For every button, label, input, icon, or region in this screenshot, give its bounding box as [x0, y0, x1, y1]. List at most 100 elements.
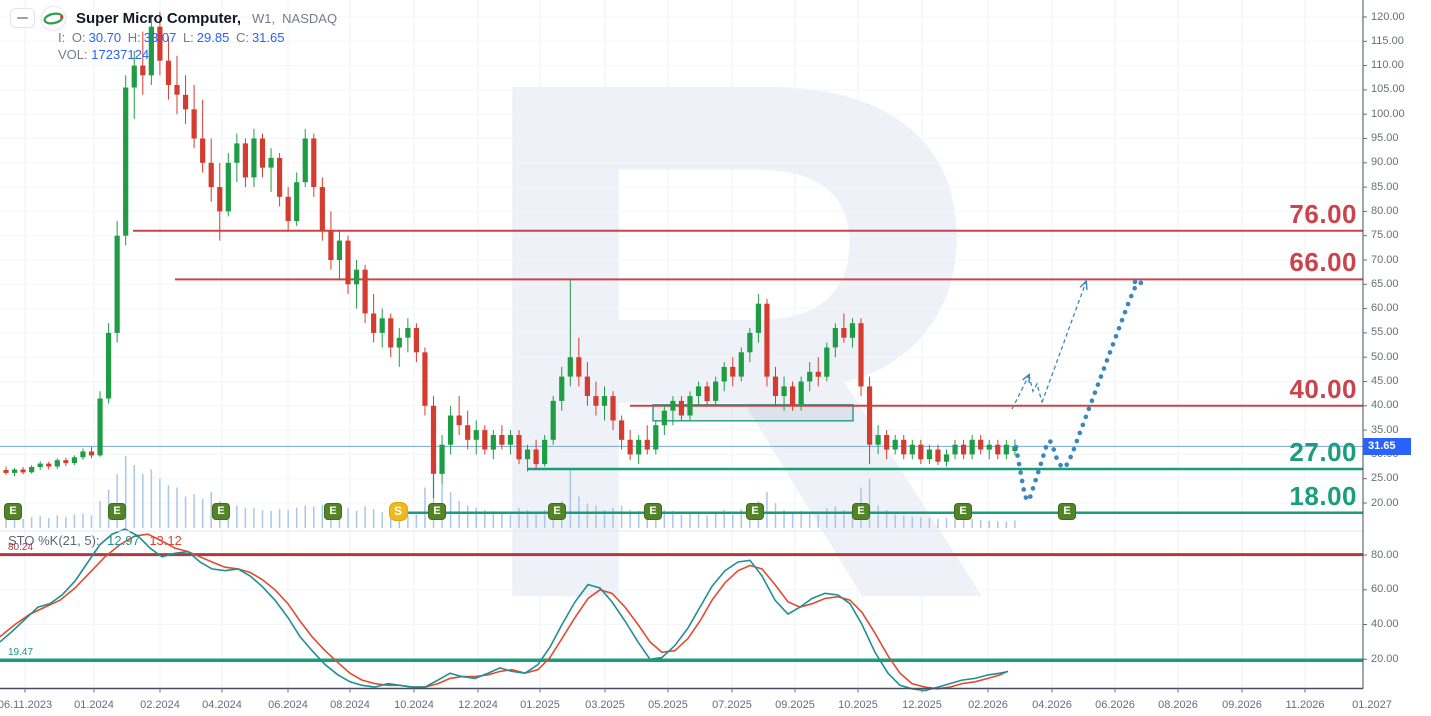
grid-lines: [0, 0, 1363, 689]
chart-header: Super Micro Computer, W1, NASDAQ I: O: 30…: [10, 5, 338, 64]
stochastic-k-value: 12.97: [107, 533, 140, 548]
price-axis-tick[interactable]: 35.00: [1371, 423, 1399, 436]
time-axis-tick[interactable]: 10.2024: [394, 699, 434, 711]
earnings-badge[interactable]: E: [428, 502, 446, 520]
price-axis-tick[interactable]: 100.00: [1371, 107, 1405, 120]
ohlc-readout: I: O: 30.70 H: 33.07 L: 29.85 C: 31.65: [58, 30, 337, 47]
symbol-exchange: NASDAQ: [282, 10, 338, 26]
ohlc-prefix: I:: [58, 30, 66, 45]
level-label-27.00[interactable]: 27.00: [1289, 436, 1357, 467]
price-axis-tick[interactable]: 80.00: [1371, 204, 1399, 217]
time-axis-tick[interactable]: 09.2025: [775, 699, 815, 711]
indicator-axis-tick[interactable]: 40.00: [1371, 618, 1399, 631]
collapse-legend-button[interactable]: [10, 8, 35, 28]
last-price-badge: 31.65: [1363, 437, 1411, 455]
minus-icon: [17, 17, 28, 19]
high-value: 33.07: [143, 30, 177, 45]
open-label: O:: [71, 30, 86, 45]
time-axis-tick[interactable]: 12.2025: [902, 699, 942, 711]
stochastic-d-value: 13.12: [149, 533, 182, 548]
time-axis-tick[interactable]: 06.2024: [268, 699, 308, 711]
symbol-timeframe[interactable]: W1,: [252, 10, 276, 26]
stochastic-d-line: [0, 533, 1009, 690]
price-axis-tick[interactable]: 75.00: [1371, 229, 1399, 242]
low-value: 29.85: [196, 30, 230, 45]
time-axis-tick[interactable]: 06.11.2023: [0, 699, 53, 711]
level-label-18.00[interactable]: 18.00: [1289, 480, 1357, 511]
stochastic-header[interactable]: STO %K(21, 5): 12.97 13.12: [8, 533, 182, 548]
time-axis-tick[interactable]: 08.2024: [330, 699, 370, 711]
price-axis-tick[interactable]: 95.00: [1371, 132, 1399, 144]
price-axis-tick[interactable]: 25.00: [1371, 472, 1399, 485]
time-axis-tick[interactable]: 07.2025: [712, 699, 752, 711]
symbol-title[interactable]: Super Micro Computer,: [76, 9, 242, 27]
stochastic-label: STO %K(21, 5):: [8, 533, 100, 548]
volume-value: 17237124: [91, 47, 150, 62]
forecast-dashed-arrow[interactable]: [1011, 375, 1029, 410]
time-axis-tick[interactable]: 11.2026: [1285, 699, 1325, 711]
earnings-badge[interactable]: E: [954, 502, 972, 520]
price-axis-tick[interactable]: 45.00: [1371, 375, 1399, 387]
time-axis-tick[interactable]: 06.2026: [1095, 699, 1135, 711]
time-axis-tick[interactable]: 12.2024: [458, 699, 498, 711]
time-axis-tick[interactable]: 08.2026: [1158, 699, 1198, 711]
earnings-badge[interactable]: E: [324, 502, 342, 520]
price-axis-tick[interactable]: 55.00: [1371, 326, 1399, 339]
earnings-badge[interactable]: E: [212, 502, 230, 520]
time-axis-tick[interactable]: 01.2024: [74, 699, 114, 711]
price-axis-tick[interactable]: 110.00: [1371, 59, 1404, 72]
time-axis-tick[interactable]: 02.2024: [140, 699, 180, 711]
time-axis-tick[interactable]: 05.2025: [648, 699, 688, 711]
volume-bars: [5, 456, 1016, 528]
price-axis-tick[interactable]: 60.00: [1371, 302, 1399, 315]
level-label-66.00[interactable]: 66.00: [1289, 247, 1357, 278]
time-axis-tick[interactable]: 09.2026: [1222, 699, 1262, 711]
forecast-dashed-arrow[interactable]: [1028, 375, 1043, 403]
volume-readout: VOL: 17237124: [58, 47, 337, 64]
indicator-axis-tick[interactable]: 80.00: [1371, 548, 1399, 561]
price-axis-tick[interactable]: 115.00: [1371, 34, 1404, 47]
price-axis-tick[interactable]: 20.00: [1371, 496, 1399, 509]
price-axis-tick[interactable]: 50.00: [1371, 350, 1399, 363]
time-axis-tick[interactable]: 01.2027: [1352, 699, 1392, 711]
indicator-axis-tick[interactable]: 20.00: [1371, 652, 1399, 665]
forecast-dashed-arrow[interactable]: [1041, 282, 1086, 403]
stochastic-k-line: [0, 528, 1009, 692]
indicator-axis-tick[interactable]: 60.00: [1371, 583, 1399, 596]
open-value: 30.70: [88, 30, 122, 45]
time-axis-tick[interactable]: 01.2025: [520, 699, 560, 711]
volume-label: VOL:: [58, 47, 88, 62]
symbol-logo-icon: [41, 5, 66, 31]
time-axis-tick[interactable]: 10.2025: [838, 699, 878, 711]
earnings-badge[interactable]: E: [644, 502, 662, 520]
price-axis-tick[interactable]: 85.00: [1371, 180, 1399, 193]
stochastic-upper-level-label: 80.24: [8, 541, 34, 553]
earnings-badge[interactable]: E: [4, 502, 22, 520]
level-lines[interactable]: [133, 229, 1363, 514]
split-badge[interactable]: S: [388, 501, 408, 521]
time-axis-tick[interactable]: 03.2025: [585, 699, 625, 711]
earnings-badge[interactable]: E: [548, 502, 566, 520]
price-axis-tick[interactable]: 120.00: [1371, 10, 1405, 23]
stochastic-lower-level-label: 19.47: [8, 647, 34, 659]
time-axis-tick[interactable]: 02.2026: [968, 699, 1008, 711]
close-value: 31.65: [251, 30, 285, 45]
forecast-dotted-arrow[interactable]: [1013, 276, 1146, 505]
time-axis-tick[interactable]: 04.2024: [202, 699, 242, 711]
price-axis-tick[interactable]: 40.00: [1371, 399, 1399, 412]
price-axis-tick[interactable]: 65.00: [1371, 277, 1399, 290]
price-axis-tick[interactable]: 90.00: [1371, 156, 1399, 169]
level-label-40.00[interactable]: 40.00: [1289, 373, 1357, 404]
candles: [3, 12, 1018, 499]
axis-ticks: [24, 16, 1367, 693]
earnings-badge[interactable]: E: [108, 502, 126, 520]
earnings-badge[interactable]: E: [746, 502, 764, 520]
time-axis-tick[interactable]: 04.2026: [1032, 699, 1072, 711]
earnings-badge[interactable]: E: [852, 502, 870, 520]
level-label-76.00[interactable]: 76.00: [1289, 198, 1357, 229]
earnings-badge[interactable]: E: [1058, 502, 1076, 520]
price-axis-tick[interactable]: 105.00: [1371, 83, 1405, 96]
price-axis-tick[interactable]: 70.00: [1371, 253, 1399, 266]
